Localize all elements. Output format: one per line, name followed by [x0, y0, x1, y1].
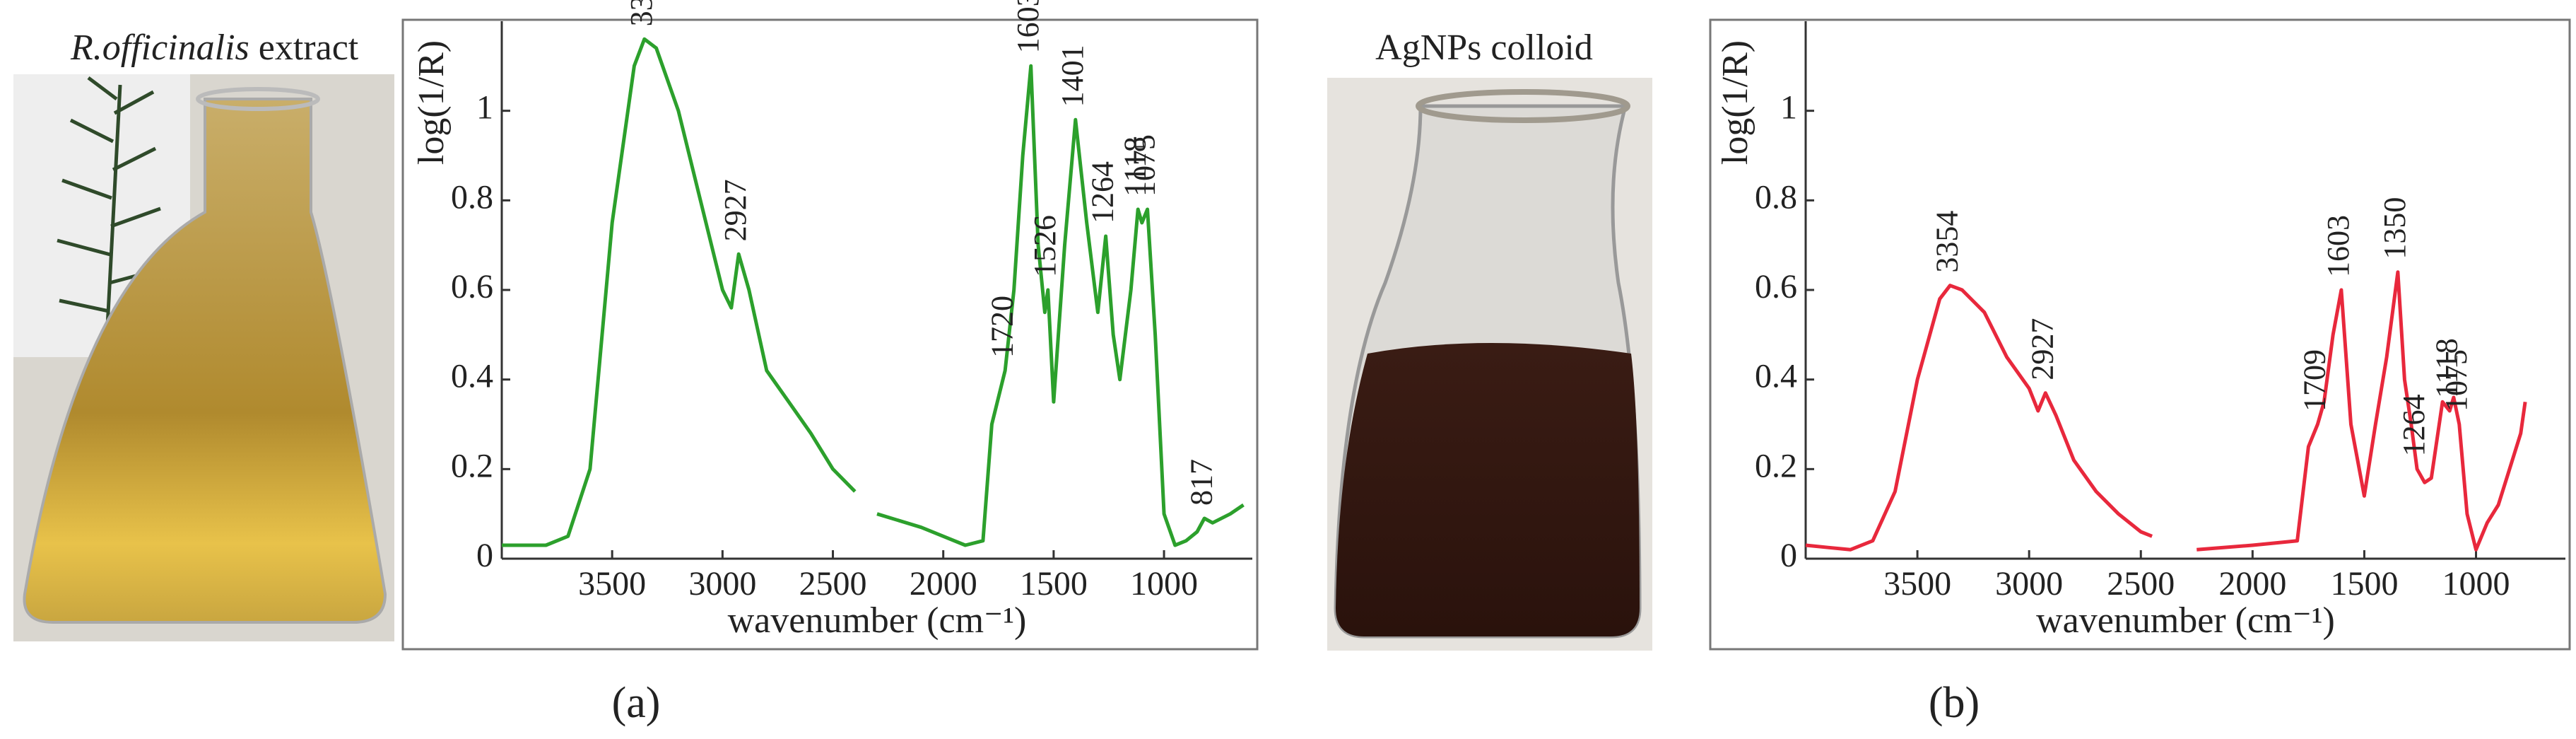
- chart-frame: [401, 18, 1259, 651]
- y-tick-label: 0.4: [451, 358, 493, 395]
- x-axis-label: wavenumber (cm⁻¹): [728, 600, 1027, 641]
- x-tick-label: 1500: [1020, 565, 1088, 603]
- peak-label: 1264: [1086, 161, 1120, 223]
- x-tick-label: 2000: [2218, 565, 2286, 603]
- x-tick-label: 2500: [799, 565, 867, 603]
- photo-label-text: extract: [259, 28, 359, 68]
- x-tick-label: 3000: [688, 565, 756, 603]
- peak-label: 1075: [2439, 349, 2474, 412]
- peak-label: 817: [1184, 459, 1218, 506]
- peak-label: 1401: [1055, 45, 1090, 107]
- chart-frame: [1709, 18, 2571, 651]
- x-tick-label: 3500: [578, 565, 646, 603]
- caption: (b): [1929, 679, 1980, 727]
- x-axis-label: wavenumber (cm⁻¹): [2036, 600, 2335, 641]
- y-tick-label: 0.8: [451, 178, 493, 216]
- y-tick-label: 0.8: [1755, 178, 1797, 216]
- caption: (a): [612, 679, 661, 727]
- y-tick-label: 1: [1780, 89, 1797, 127]
- peak-label: 1075: [1127, 134, 1162, 197]
- peak-label: 1720: [984, 296, 1019, 358]
- x-tick-label: 1000: [1130, 565, 1198, 603]
- peak-label: 1118: [1117, 136, 1152, 197]
- y-axis-label: log(1/R): [411, 40, 452, 165]
- spectrum-line: [502, 37, 1245, 547]
- y-tick-label: 0.4: [1755, 358, 1797, 395]
- x-tick-label: 3000: [1995, 565, 2063, 603]
- peak-label: 1118: [2429, 338, 2464, 398]
- peak-label: 2927: [2025, 318, 2059, 380]
- photo-a: [13, 74, 394, 641]
- y-tick-label: 1: [476, 89, 493, 127]
- y-tick-label: 0.2: [451, 447, 493, 484]
- peak-label: 3354: [1929, 211, 1964, 273]
- x-tick-label: 1500: [2330, 565, 2398, 603]
- x-tick-label: 3500: [1883, 565, 1951, 603]
- x-tick-label: 2500: [2107, 565, 2175, 603]
- peak-label: 1350: [2377, 197, 2412, 260]
- species-name: R.officinalis: [70, 28, 249, 68]
- peak-label: 2927: [718, 179, 753, 241]
- peak-label: 1709: [2297, 349, 2331, 412]
- peak-label: 1264: [2396, 394, 2431, 456]
- x-tick-label: 1000: [2442, 565, 2510, 603]
- spectrum-line: [1805, 270, 2527, 552]
- y-axis-label: log(1/R): [1715, 40, 1755, 165]
- y-tick-label: 0.2: [1755, 447, 1797, 484]
- photo-b: [1327, 78, 1652, 651]
- y-tick-label: 0.6: [451, 268, 493, 306]
- x-tick-label: 2000: [910, 565, 977, 603]
- y-tick-label: 0: [476, 537, 493, 574]
- y-tick-label: 0.6: [1755, 268, 1797, 306]
- photo-label: AgNPs colloid: [1375, 28, 1593, 68]
- peak-label: 3354: [624, 0, 659, 26]
- photo-label: R.officinalis extract: [70, 28, 359, 68]
- peak-label: 1526: [1028, 215, 1062, 277]
- peak-label: 1603: [1011, 0, 1045, 53]
- y-tick-label: 0: [1780, 537, 1797, 574]
- peak-label: 1603: [2321, 215, 2356, 277]
